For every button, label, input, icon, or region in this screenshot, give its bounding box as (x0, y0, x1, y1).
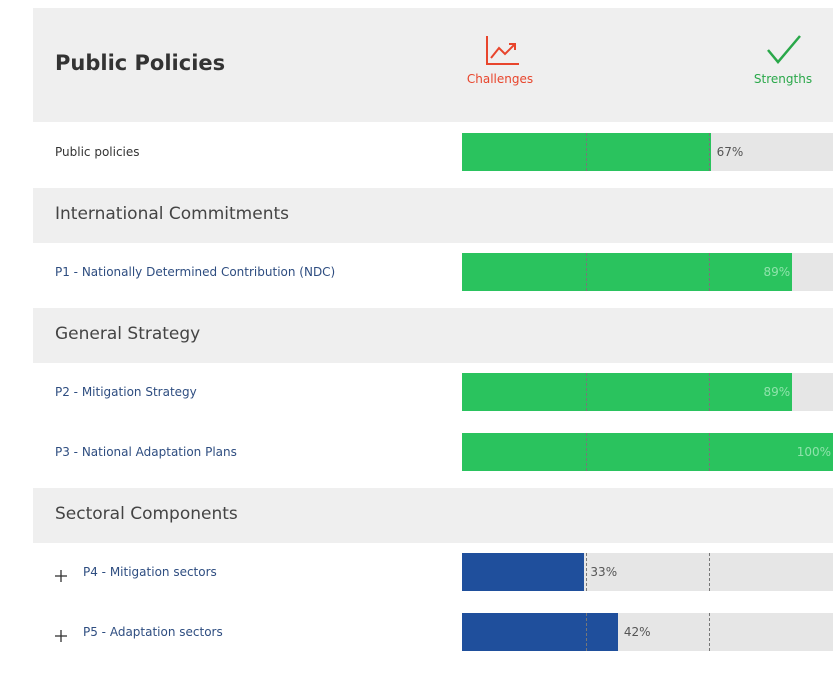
title: Public Policies (55, 51, 226, 75)
legend-label: Strengths (753, 72, 813, 86)
section-title: Sectoral Components (55, 504, 238, 524)
bar-track: 33% (462, 553, 833, 591)
threshold (709, 133, 711, 171)
bar (462, 253, 793, 291)
threshold (585, 553, 587, 591)
threshold (709, 613, 711, 651)
header: Public Policies Challenges Strengths (33, 8, 833, 122)
bar-track: 67% (462, 133, 833, 171)
bar-track: 89% (462, 373, 833, 411)
bar-track: 42% (462, 613, 833, 651)
expand-icon[interactable] (55, 627, 67, 642)
challenges-icon (486, 36, 519, 65)
value-label: 33% (590, 565, 618, 579)
item-label: P4 - Mitigation sectors (83, 565, 217, 579)
bar-track: 89% (462, 253, 833, 291)
value-label: 100% (796, 445, 831, 459)
threshold (585, 373, 587, 411)
value-label: 42% (623, 625, 651, 639)
threshold (709, 253, 711, 291)
strengths-icon (767, 35, 801, 64)
bar (462, 613, 618, 651)
value-label: 89% (763, 385, 791, 399)
legend-challenges: Challenges (445, 32, 555, 86)
expand-icon[interactable] (55, 567, 67, 582)
section-title: General Strategy (55, 324, 201, 344)
threshold (585, 433, 587, 471)
threshold (709, 373, 711, 411)
value-label: 67% (716, 145, 744, 159)
item-label: P1 - Nationally Determined Contribution … (55, 265, 336, 279)
bar (462, 553, 585, 591)
item-label: P5 - Adaptation sectors (83, 625, 223, 639)
item-label: P2 - Mitigation Strategy (55, 385, 197, 399)
threshold (709, 553, 711, 591)
value-label: 89% (763, 265, 791, 279)
bar (462, 373, 793, 411)
item-label: P3 - National Adaptation Plans (55, 445, 237, 459)
section-header: International Commitments (33, 188, 833, 243)
bar (462, 433, 833, 471)
section-header: General Strategy (33, 308, 833, 363)
threshold (585, 133, 587, 171)
item-label: Public policies (55, 145, 140, 159)
legend-label: Challenges (466, 72, 534, 86)
section-header: Sectoral Components (33, 488, 833, 543)
bar-track: 100% (462, 433, 833, 471)
threshold (709, 433, 711, 471)
legend-strengths: Strengths (728, 32, 833, 86)
threshold (585, 253, 587, 291)
section-title: International Commitments (55, 204, 289, 224)
threshold (585, 613, 587, 651)
